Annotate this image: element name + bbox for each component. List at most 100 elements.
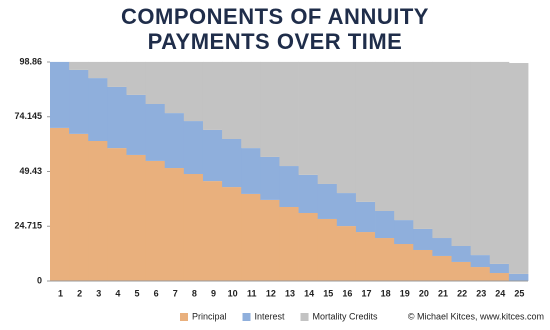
x-tick-label: 24 [495, 288, 505, 298]
area-step [279, 166, 299, 208]
area-step [222, 139, 242, 188]
y-tick-label: 98.86 [19, 56, 42, 66]
x-tick-label: 11 [247, 288, 257, 298]
x-tick-label: 2 [77, 288, 82, 298]
x-tick-label: 18 [381, 288, 391, 298]
area-step [451, 61, 472, 246]
area-step [279, 61, 299, 167]
area-step [222, 61, 242, 140]
area-step [298, 174, 319, 213]
area-step [394, 244, 414, 281]
area-step [145, 61, 166, 105]
area-step [413, 249, 433, 281]
area-step [394, 61, 414, 221]
chart-title: COMPONENTS OF ANNUITY PAYMENTS OVER TIME [121, 4, 429, 54]
area-step [375, 238, 395, 281]
area-step [317, 218, 338, 281]
x-tick-label: 16 [342, 288, 352, 298]
area-step [451, 261, 472, 281]
area-step [50, 127, 70, 281]
area-step [202, 181, 223, 281]
area-step [164, 168, 185, 281]
area-step [336, 193, 357, 227]
legend-swatch [300, 313, 309, 321]
area-step [222, 187, 242, 281]
area-step [126, 61, 146, 95]
area-step [451, 245, 472, 262]
area-step [336, 61, 357, 194]
y-tick-label: 24.715 [14, 221, 42, 231]
area-step [375, 61, 395, 211]
area-step [432, 255, 452, 281]
area-step [69, 69, 89, 134]
area-step [336, 226, 357, 281]
area-step [260, 156, 280, 200]
area-step [470, 61, 491, 256]
x-tick-label: 22 [457, 288, 467, 298]
x-tick-label: 5 [135, 288, 140, 298]
area-step [88, 61, 108, 79]
area-step [413, 228, 433, 250]
area-step [394, 220, 414, 245]
legend-label: Principal [192, 311, 227, 321]
area-step [126, 94, 146, 155]
area-step [183, 121, 204, 175]
area-step [375, 210, 395, 239]
x-tick-label: 17 [361, 288, 371, 298]
area-step [489, 273, 510, 281]
x-tick-label: 20 [419, 288, 429, 298]
area-step [260, 199, 280, 281]
area-step [164, 113, 185, 169]
area-step [69, 61, 89, 70]
area-step [241, 61, 261, 149]
area-step [241, 148, 261, 194]
legend-swatch [180, 313, 188, 321]
area-step [355, 61, 376, 202]
x-tick-label: 19 [400, 288, 410, 298]
y-tick-label: 74.145 [14, 111, 42, 121]
area-step [202, 129, 223, 182]
area-step [69, 133, 89, 281]
area-step [241, 193, 261, 281]
area-step [50, 61, 70, 128]
area-step [107, 86, 127, 149]
x-tick-label: 13 [285, 288, 295, 298]
area-step [279, 207, 299, 281]
area-step [413, 61, 433, 229]
x-tick-label: 12 [266, 288, 276, 298]
area-step [107, 148, 127, 281]
x-tick-label: 10 [228, 288, 238, 298]
source: © Michael Kitces, www.kitces.com [408, 311, 544, 321]
x-tick-label: 15 [323, 288, 333, 298]
legend-label: Mortality Credits [313, 311, 379, 321]
area-step [432, 61, 452, 239]
area-step [88, 140, 108, 281]
area-step [164, 61, 185, 114]
area-step [489, 61, 510, 264]
area-step [183, 174, 204, 281]
y-tick-label: 0 [37, 275, 42, 285]
area-step [260, 61, 280, 157]
area-step [508, 273, 529, 281]
title-box: COMPONENTS OF ANNUITY PAYMENTS OVER TIME [0, 4, 550, 54]
area-step [355, 201, 376, 233]
area-step [145, 160, 166, 281]
area-step [317, 183, 338, 219]
area-step [126, 154, 146, 281]
area-step [355, 232, 376, 281]
area-step [88, 78, 108, 141]
y-tick-label: 49.43 [19, 166, 42, 176]
area-step [470, 255, 491, 268]
x-tick-label: 3 [96, 288, 101, 298]
area-step [298, 61, 319, 175]
legend-swatch [242, 313, 251, 321]
x-tick-label: 9 [211, 288, 216, 298]
area-step [432, 238, 452, 256]
x-tick-label: 1 [58, 288, 63, 298]
x-tick-label: 25 [514, 288, 524, 298]
area-step [470, 267, 491, 281]
x-tick-label: 6 [154, 288, 159, 298]
area-step [202, 61, 223, 130]
